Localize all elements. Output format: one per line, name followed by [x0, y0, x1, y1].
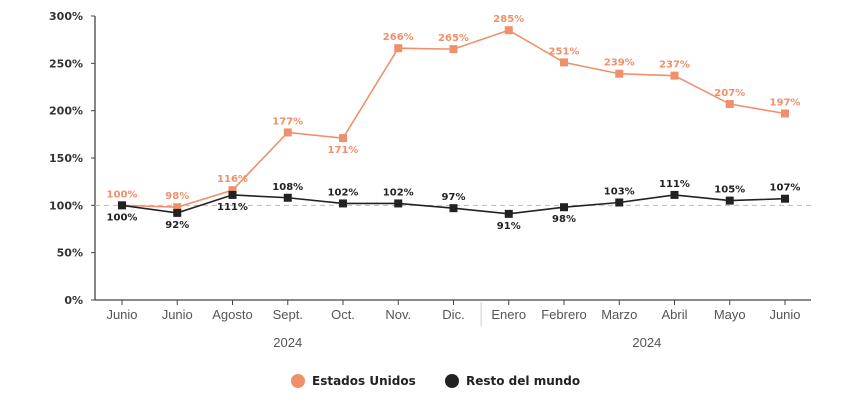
data-point-us	[339, 134, 347, 143]
data-point-rw	[504, 209, 513, 218]
data-point-us	[781, 109, 789, 118]
data-label-rw: 102%	[328, 187, 359, 198]
data-point-rw	[283, 193, 292, 202]
data-label-rw: 111%	[217, 202, 248, 213]
data-label-rw: 91%	[497, 221, 521, 232]
data-label-rw: 105%	[714, 185, 745, 196]
y-tick-label: 250%	[49, 57, 83, 70]
y-tick-label: 0%	[64, 294, 83, 307]
series-group	[118, 26, 789, 218]
x-tick-label: Abril	[661, 307, 687, 322]
data-point-rw	[560, 203, 568, 212]
data-point-rw	[394, 199, 403, 208]
data-label-us: 266%	[383, 32, 414, 43]
data-label-rw: 102%	[383, 187, 414, 198]
data-label-us: 239%	[604, 58, 635, 69]
data-label-rw: 107%	[770, 183, 801, 194]
data-point-rw	[339, 199, 347, 208]
x-tick-label: Agosto	[212, 307, 252, 322]
year-label-2024-second: 2024	[632, 335, 661, 350]
data-point-rw	[615, 198, 624, 207]
legend-label-rw: Resto del mundo	[466, 374, 580, 388]
data-point-us	[670, 71, 679, 80]
data-labels: 100% 98% 116% 177% 171% 266% 265% 285% 251% 239% 2…	[107, 14, 801, 232]
x-tick-label: Sept.	[273, 307, 303, 322]
legend-marker-us	[291, 374, 305, 388]
data-label-us: 285%	[493, 14, 524, 25]
y-tick-label: 100%	[49, 199, 83, 212]
data-point-us	[394, 44, 403, 53]
data-label-rw: 108%	[272, 182, 303, 193]
data-point-us	[283, 128, 292, 137]
data-label-us: 237%	[659, 60, 690, 71]
data-point-us	[504, 26, 513, 35]
x-tick-label: Nov.	[385, 307, 411, 322]
data-point-us	[173, 203, 182, 212]
data-label-rw: 103%	[604, 186, 635, 197]
data-label-us: 251%	[549, 46, 580, 57]
data-label-us: 100%	[107, 189, 138, 200]
year-label-2024-first: 2024	[273, 335, 302, 350]
data-label-us: 177%	[272, 116, 303, 127]
data-point-rw	[173, 208, 182, 217]
data-point-us	[615, 69, 624, 78]
x-tick-label: Junio	[769, 307, 800, 322]
x-tick-label: Mayo	[714, 307, 746, 322]
data-point-us	[560, 58, 568, 67]
data-point-us	[449, 45, 458, 54]
data-point-rw	[449, 204, 458, 213]
data-label-rw: 97%	[442, 192, 466, 203]
legend: Estados Unidos Resto del mundo	[291, 374, 580, 388]
data-label-rw: 92%	[165, 220, 189, 231]
data-label-us: 207%	[714, 88, 745, 99]
x-tick-label: Junio	[106, 307, 137, 322]
data-label-rw: 100%	[107, 212, 138, 223]
data-point-rw	[781, 194, 789, 203]
data-label-us: 116%	[217, 174, 248, 185]
x-tick-label: Febrero	[541, 307, 587, 322]
data-point-rw	[670, 190, 679, 199]
data-label-us: 265%	[438, 33, 469, 44]
x-tick-label: Enero	[491, 307, 526, 322]
y-tick-label: 300%	[49, 10, 83, 23]
axes: 0% 50% 100% 150% 200% 250% 300% Junio Junio Agost…	[49, 10, 811, 350]
x-tick-label: Junio	[162, 307, 193, 322]
data-label-us: 197%	[770, 98, 801, 109]
x-tick-label: Marzo	[601, 307, 637, 322]
legend-label-us: Estados Unidos	[312, 374, 416, 388]
data-point-rw	[725, 196, 734, 205]
data-label-us: 98%	[165, 191, 189, 202]
legend-marker-rw	[445, 374, 459, 388]
x-tick-label: Oct.	[331, 307, 355, 322]
y-tick-label: 200%	[49, 105, 83, 118]
y-tick-label: 150%	[49, 152, 83, 165]
x-tick-label: Dic.	[442, 307, 464, 322]
y-tick-label: 50%	[57, 247, 83, 260]
data-label-rw: 111%	[659, 179, 690, 190]
data-point-rw	[228, 190, 237, 199]
data-point-us	[725, 100, 734, 109]
data-point-rw	[118, 201, 126, 210]
data-label-rw: 98%	[552, 214, 576, 225]
data-label-us: 171%	[328, 145, 359, 156]
data-point-us	[228, 186, 237, 195]
